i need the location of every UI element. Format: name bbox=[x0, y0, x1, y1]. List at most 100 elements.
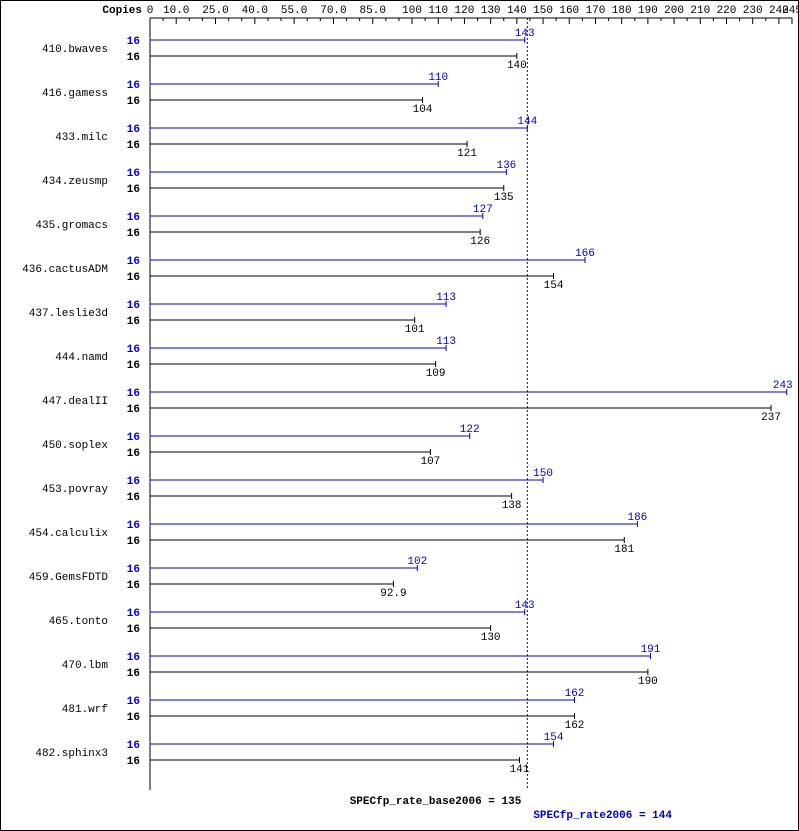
peak-value: 186 bbox=[627, 512, 647, 524]
benchmark-name: 459.GemsFDTD bbox=[29, 572, 109, 584]
benchmark-name: 447.dealII bbox=[42, 396, 108, 408]
copies-base: 16 bbox=[127, 360, 140, 372]
peak-value: 113 bbox=[436, 292, 456, 304]
base-value: 138 bbox=[502, 500, 522, 512]
peak-value: 143 bbox=[515, 600, 535, 612]
axis-tick-label: 100 bbox=[402, 5, 422, 17]
copies-peak: 16 bbox=[127, 256, 140, 268]
peak-value: 122 bbox=[460, 424, 480, 436]
summary-peak: SPECfp_rate2006 = 144 bbox=[533, 810, 672, 822]
copies-base: 16 bbox=[127, 140, 140, 152]
peak-value: 243 bbox=[773, 380, 793, 392]
axis-tick-label: 210 bbox=[690, 5, 710, 17]
copies-base: 16 bbox=[127, 272, 140, 284]
axis-tick-label: 140 bbox=[507, 5, 527, 17]
axis-tick-label: 180 bbox=[612, 5, 632, 17]
copies-peak: 16 bbox=[127, 168, 140, 180]
peak-value: 154 bbox=[544, 732, 564, 744]
peak-value: 166 bbox=[575, 248, 595, 260]
base-value: 135 bbox=[494, 192, 514, 204]
benchmark-name: 481.wrf bbox=[62, 704, 108, 716]
copies-peak: 16 bbox=[127, 212, 140, 224]
copies-base: 16 bbox=[127, 52, 140, 64]
benchmark-name: 444.namd bbox=[55, 352, 108, 364]
base-value: 104 bbox=[413, 104, 433, 116]
copies-peak: 16 bbox=[127, 740, 140, 752]
benchmark-name: 454.calculix bbox=[29, 528, 109, 540]
copies-base: 16 bbox=[127, 184, 140, 196]
benchmark-name: 470.lbm bbox=[62, 660, 109, 672]
copies-peak: 16 bbox=[127, 696, 140, 708]
summary-base: SPECfp_rate_base2006 = 135 bbox=[350, 796, 522, 808]
peak-value: 144 bbox=[517, 116, 537, 128]
base-value: 162 bbox=[565, 720, 585, 732]
copies-peak: 16 bbox=[127, 520, 140, 532]
benchmark-name: 416.gamess bbox=[42, 88, 108, 100]
copies-base: 16 bbox=[127, 624, 140, 636]
axis-tick-label: 200 bbox=[664, 5, 684, 17]
base-value: 126 bbox=[470, 236, 490, 248]
copies-base: 16 bbox=[127, 756, 140, 768]
copies-base: 16 bbox=[127, 712, 140, 724]
benchmark-name: 453.povray bbox=[42, 484, 108, 496]
copies-base: 16 bbox=[127, 96, 140, 108]
copies-peak: 16 bbox=[127, 432, 140, 444]
copies-header: Copies bbox=[102, 5, 142, 17]
copies-peak: 16 bbox=[127, 124, 140, 136]
copies-peak: 16 bbox=[127, 564, 140, 576]
copies-peak: 16 bbox=[127, 344, 140, 356]
peak-value: 191 bbox=[641, 644, 661, 656]
copies-base: 16 bbox=[127, 668, 140, 680]
benchmark-name: 435.gromacs bbox=[35, 220, 108, 232]
benchmark-name: 482.sphinx3 bbox=[35, 748, 108, 760]
copies-peak: 16 bbox=[127, 36, 140, 48]
copies-base: 16 bbox=[127, 580, 140, 592]
base-value: 101 bbox=[405, 324, 425, 336]
axis-tick-label: 245 bbox=[782, 5, 799, 17]
copies-base: 16 bbox=[127, 536, 140, 548]
axis-tick-label: 10.0 bbox=[163, 5, 189, 17]
peak-value: 113 bbox=[436, 336, 456, 348]
base-value: 154 bbox=[544, 280, 564, 292]
copies-peak: 16 bbox=[127, 476, 140, 488]
axis-tick-label: 130 bbox=[481, 5, 501, 17]
copies-peak: 16 bbox=[127, 608, 140, 620]
copies-peak: 16 bbox=[127, 80, 140, 92]
benchmark-name: 433.milc bbox=[55, 132, 108, 144]
axis-tick-label: 230 bbox=[743, 5, 763, 17]
axis-tick-label: 190 bbox=[638, 5, 658, 17]
axis-tick-label: 40.0 bbox=[242, 5, 268, 17]
copies-peak: 16 bbox=[127, 300, 140, 312]
axis-tick-label: 25.0 bbox=[202, 5, 228, 17]
axis-tick-label: 170 bbox=[586, 5, 606, 17]
copies-base: 16 bbox=[127, 492, 140, 504]
copies-base: 16 bbox=[127, 404, 140, 416]
peak-value: 136 bbox=[496, 160, 516, 172]
peak-value: 143 bbox=[515, 28, 535, 40]
axis-tick-label: 0 bbox=[147, 5, 154, 17]
base-value: 140 bbox=[507, 60, 527, 72]
copies-peak: 16 bbox=[127, 652, 140, 664]
axis-tick-label: 160 bbox=[559, 5, 579, 17]
axis-tick-label: 70.0 bbox=[320, 5, 346, 17]
axis-tick-label: 220 bbox=[717, 5, 737, 17]
base-value: 130 bbox=[481, 632, 501, 644]
peak-value: 150 bbox=[533, 468, 553, 480]
peak-value: 127 bbox=[473, 204, 493, 216]
base-value: 181 bbox=[614, 544, 634, 556]
benchmark-name: 436.cactusADM bbox=[22, 264, 108, 276]
base-value: 141 bbox=[510, 764, 530, 776]
benchmark-name: 450.soplex bbox=[42, 440, 108, 452]
base-value: 121 bbox=[457, 148, 477, 160]
base-value: 92.9 bbox=[380, 588, 406, 600]
axis-tick-label: 120 bbox=[455, 5, 475, 17]
copies-base: 16 bbox=[127, 228, 140, 240]
benchmark-name: 410.bwaves bbox=[42, 44, 108, 56]
base-value: 107 bbox=[420, 456, 440, 468]
base-value: 109 bbox=[426, 368, 446, 380]
benchmark-chart: 010.025.040.055.070.085.0100110120130140… bbox=[0, 0, 799, 831]
peak-value: 162 bbox=[565, 688, 585, 700]
axis-tick-label: 110 bbox=[428, 5, 448, 17]
axis-tick-label: 85.0 bbox=[360, 5, 386, 17]
benchmark-name: 434.zeusmp bbox=[42, 176, 108, 188]
